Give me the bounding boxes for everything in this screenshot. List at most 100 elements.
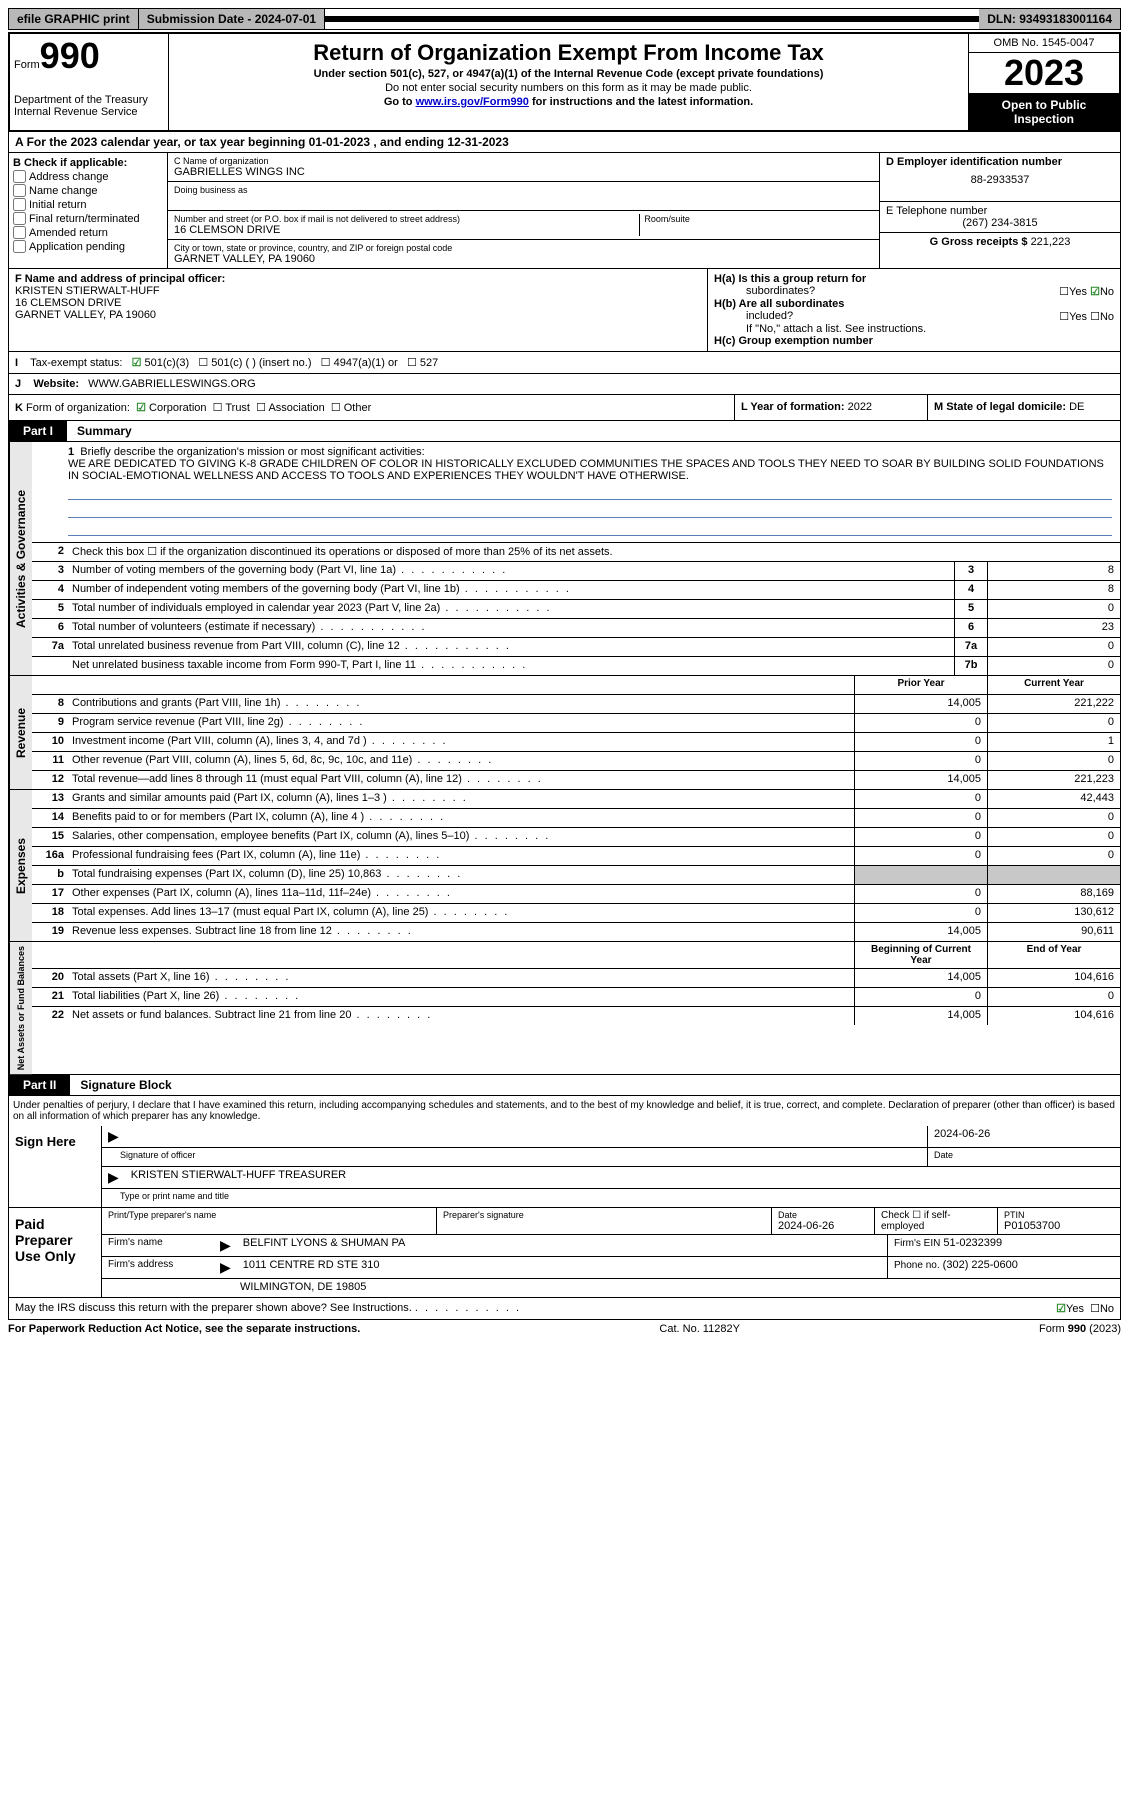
gross-receipts-cell: G Gross receipts $ 221,223 (880, 233, 1120, 251)
submission-date: Submission Date - 2024-07-01 (139, 9, 325, 29)
officer-sig-name: KRISTEN STIERWALT-HUFF TREASURER (125, 1167, 1120, 1188)
officer-city: GARNET VALLEY, PA 19060 (15, 309, 701, 321)
cb-amended[interactable]: Amended return (13, 226, 163, 239)
ein-value: 88-2933537 (886, 174, 1114, 186)
table-row: 9Program service revenue (Part VIII, lin… (32, 714, 1120, 733)
principal-officer: F Name and address of principal officer:… (9, 269, 707, 351)
officer-addr: 16 CLEMSON DRIVE (15, 297, 701, 309)
tax-year-line: A For the 2023 calendar year, or tax yea… (8, 132, 1121, 153)
hb-yesno[interactable]: ☐Yes ☐No (1059, 310, 1114, 323)
form-number: 990 (40, 35, 100, 76)
part2-header: Part II Signature Block (8, 1075, 1121, 1096)
org-name: GABRIELLES WINGS INC (174, 166, 873, 178)
topbar-spacer (325, 16, 979, 22)
cb-application-pending[interactable]: Application pending (13, 240, 163, 253)
irs-label: Internal Revenue Service (14, 106, 164, 118)
form-subtitle: Under section 501(c), 527, or 4947(a)(1)… (173, 68, 964, 80)
irs-discuss-yesno[interactable]: ☑Yes ☐No (1056, 1302, 1114, 1315)
firm-phone: (302) 225-0600 (943, 1259, 1018, 1271)
phone-value: (267) 234-3815 (886, 217, 1114, 229)
firm-city: WILMINGTON, DE 19805 (214, 1279, 1120, 1297)
arrow-icon: ▶ (102, 1126, 125, 1147)
table-row: 15Salaries, other compensation, employee… (32, 828, 1120, 847)
ein-cell: D Employer identification number 88-2933… (880, 153, 1120, 202)
top-bar: efile GRAPHIC print Submission Date - 20… (8, 8, 1121, 30)
city-cell: City or town, state or province, country… (168, 240, 879, 268)
cb-address-change[interactable]: Address change (13, 170, 163, 183)
open-public-badge: Open to Public Inspection (969, 94, 1119, 130)
governance-block: Activities & Governance 1 Briefly descri… (8, 442, 1121, 676)
revenue-header-row: Prior Year Current Year (32, 676, 1120, 695)
part2-title: Signature Block (70, 1075, 181, 1095)
org-city: GARNET VALLEY, PA 19060 (174, 253, 873, 265)
table-row: 20Total assets (Part X, line 16)14,00510… (32, 969, 1120, 988)
table-row: 21Total liabilities (Part X, line 26)00 (32, 988, 1120, 1007)
ha-yesno[interactable]: ☐Yes ☑No (1059, 285, 1114, 298)
table-row: Net unrelated business taxable income fr… (32, 657, 1120, 675)
footer-left: For Paperwork Reduction Act Notice, see … (8, 1323, 360, 1335)
table-row: 12Total revenue—add lines 8 through 11 (… (32, 771, 1120, 789)
section-d-g: D Employer identification number 88-2933… (879, 153, 1120, 268)
sign-here-label: Sign Here (9, 1126, 102, 1207)
org-name-cell: C Name of organization GABRIELLES WINGS … (168, 153, 879, 182)
website-value: WWW.GABRIELLESWINGS.ORG (88, 378, 255, 390)
sign-here-section: Sign Here ▶ 2024-06-26 Signature of offi… (8, 1126, 1121, 1208)
cb-name-change[interactable]: Name change (13, 184, 163, 197)
netassets-header-row: Beginning of Current Year End of Year (32, 942, 1120, 969)
table-row: 7aTotal unrelated business revenue from … (32, 638, 1120, 657)
section-c-org: C Name of organization GABRIELLES WINGS … (168, 153, 879, 268)
year-formation: 2022 (848, 401, 872, 413)
501c3-checkbox[interactable]: ☑ (132, 357, 142, 369)
part1-title: Summary (67, 421, 142, 441)
table-row: 19Revenue less expenses. Subtract line 1… (32, 923, 1120, 941)
cb-initial-return[interactable]: Initial return (13, 198, 163, 211)
table-row: 3Number of voting members of the governi… (32, 562, 1120, 581)
table-row: 6Total number of volunteers (estimate if… (32, 619, 1120, 638)
row-j: J Website: WWW.GABRIELLESWINGS.ORG (8, 374, 1121, 395)
firm-address: 1011 CENTRE RD STE 310 (237, 1257, 887, 1278)
header-right: OMB No. 1545-0047 2023 Open to Public In… (968, 34, 1119, 130)
mission-text: WE ARE DEDICATED TO GIVING K-8 GRADE CHI… (68, 458, 1112, 482)
ssn-note: Do not enter social security numbers on … (173, 82, 964, 94)
firm-name: BELFINT LYONS & SHUMAN PA (237, 1235, 887, 1256)
row-k: K Form of organization: ☑ Corporation ☐ … (8, 395, 1121, 421)
section-h: H(a) Is this a group return for subordin… (707, 269, 1120, 351)
form990-link[interactable]: www.irs.gov/Form990 (416, 96, 529, 108)
sig-date: 2024-06-26 (927, 1126, 1120, 1147)
dln-number: DLN: 93493183001164 (979, 9, 1120, 29)
form-header: Form990 Department of the Treasury Inter… (8, 32, 1121, 132)
perjury-text: Under penalties of perjury, I declare th… (8, 1096, 1121, 1126)
self-employed[interactable]: Check ☐ if self-employed (875, 1208, 998, 1234)
state-domicile: DE (1069, 401, 1084, 413)
table-row: 22Net assets or fund balances. Subtract … (32, 1007, 1120, 1025)
side-revenue: Revenue (9, 676, 32, 789)
form-title: Return of Organization Exempt From Incom… (173, 40, 964, 66)
table-row: 18Total expenses. Add lines 13–17 (must … (32, 904, 1120, 923)
table-row: 17Other expenses (Part IX, column (A), l… (32, 885, 1120, 904)
footer-center: Cat. No. 11282Y (659, 1323, 740, 1335)
part1-header: Part I Summary (8, 421, 1121, 442)
org-address: 16 CLEMSON DRIVE (174, 224, 639, 236)
row-f-h: F Name and address of principal officer:… (8, 269, 1121, 352)
phone-cell: E Telephone number (267) 234-3815 (880, 202, 1120, 233)
side-expenses: Expenses (9, 790, 32, 941)
expenses-block: Expenses 13Grants and similar amounts pa… (8, 790, 1121, 942)
header-left: Form990 Department of the Treasury Inter… (10, 34, 169, 130)
table-row: 8Contributions and grants (Part VIII, li… (32, 695, 1120, 714)
form-prefix: Form (14, 59, 40, 71)
paid-preparer-label: Paid Preparer Use Only (9, 1208, 102, 1297)
efile-label[interactable]: efile GRAPHIC print (9, 9, 139, 29)
part2-tab: Part II (9, 1075, 70, 1095)
dept-treasury: Department of the Treasury (14, 94, 164, 106)
side-netassets: Net Assets or Fund Balances (9, 942, 32, 1074)
section-a: B Check if applicable: Address change Na… (8, 153, 1121, 269)
officer-name: KRISTEN STIERWALT-HUFF (15, 285, 701, 297)
table-row: 13Grants and similar amounts paid (Part … (32, 790, 1120, 809)
irs-discuss-row: May the IRS discuss this return with the… (8, 1298, 1121, 1320)
table-row: 16aProfessional fundraising fees (Part I… (32, 847, 1120, 866)
cb-final-return[interactable]: Final return/terminated (13, 212, 163, 225)
tax-year: 2023 (969, 53, 1119, 94)
paid-preparer-section: Paid Preparer Use Only Print/Type prepar… (8, 1208, 1121, 1298)
cb-corporation[interactable]: ☑ (136, 402, 146, 414)
row-2: 2 Check this box ☐ if the organization d… (32, 543, 1120, 562)
